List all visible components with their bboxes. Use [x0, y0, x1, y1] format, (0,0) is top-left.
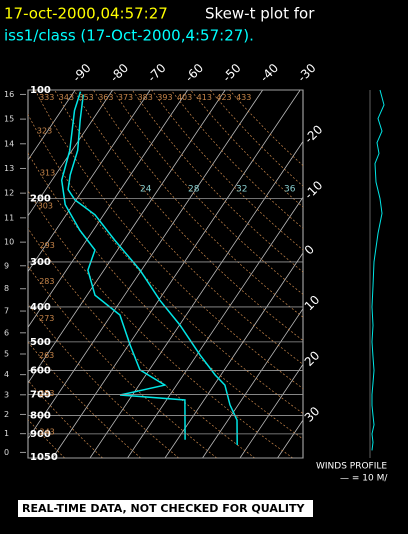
- height-label: 4: [4, 370, 9, 379]
- dry-adiabat: [132, 90, 303, 273]
- theta-label: 353: [78, 93, 93, 102]
- height-label: 9: [4, 261, 9, 270]
- pressure-label: 100: [30, 85, 51, 96]
- isotherm: [202, 307, 303, 458]
- isotherm: [127, 196, 303, 458]
- theta-label: 303: [38, 202, 53, 211]
- pressure-label: 600: [30, 365, 51, 376]
- isotherm: [28, 90, 151, 273]
- theta-label: 293: [40, 241, 55, 250]
- theta-label: 433: [236, 93, 251, 102]
- pressure-label: 800: [30, 410, 51, 421]
- isotherm: [28, 90, 113, 217]
- height-label: 3: [4, 390, 9, 399]
- pressure-label: 200: [30, 193, 51, 204]
- isotherm: [28, 90, 76, 161]
- theta-label: 243: [40, 428, 55, 437]
- title-text: Skew-t plot for: [205, 5, 315, 23]
- theta-label: 283: [39, 277, 54, 286]
- height-label: 15: [4, 115, 14, 124]
- theta-label: 363: [98, 93, 113, 102]
- moist-label: 28: [188, 185, 200, 195]
- isotherm: [28, 90, 263, 440]
- subtitle: iss1/class (17-Oct-2000,4:57:27).: [4, 27, 254, 45]
- dry-adiabat: [112, 90, 303, 295]
- dry-adiabat: [28, 303, 180, 458]
- pressure-label: 900: [30, 429, 51, 440]
- dry-adiabat: [73, 90, 303, 341]
- pressure-label: 400: [30, 302, 51, 313]
- theta-label: 273: [39, 314, 54, 323]
- profile-line: [67, 94, 238, 446]
- dry-adiabat: [34, 90, 303, 390]
- theta-label: 263: [39, 351, 54, 360]
- isotherm: [52, 90, 301, 458]
- theta-label: 393: [157, 93, 172, 102]
- height-label: 1: [4, 429, 9, 438]
- theta-label: 253: [39, 389, 54, 398]
- footer: REAL-TIME DATA, NOT CHECKED FOR QUALITY: [22, 502, 305, 515]
- height-label: 2: [4, 410, 9, 419]
- theta-label: 333: [39, 93, 54, 102]
- isotherm: [239, 363, 303, 458]
- theta-label: 413: [197, 93, 212, 102]
- height-label: 14: [4, 139, 14, 148]
- theta-label: 403: [177, 93, 192, 102]
- height-label: 13: [4, 164, 14, 173]
- pressure-label: 500: [30, 337, 51, 348]
- pressure-label: 700: [30, 390, 51, 401]
- pressure-label: 300: [30, 257, 51, 268]
- height-label: 7: [4, 307, 9, 316]
- wind-profile: [371, 89, 385, 451]
- theta-label: 343: [59, 93, 74, 102]
- theta-label: 423: [216, 93, 231, 102]
- height-label: 8: [4, 284, 9, 293]
- isotherm: [89, 140, 303, 458]
- isotherm: [28, 90, 226, 384]
- footer-box: [18, 500, 313, 517]
- profile-line: [60, 91, 186, 440]
- pressure-label: 1050: [30, 452, 58, 463]
- height-label: 6: [4, 328, 9, 337]
- dry-adiabat: [28, 227, 256, 458]
- isotherm: [28, 90, 188, 328]
- theta-label: 313: [40, 169, 55, 178]
- dry-adiabat: [28, 113, 303, 414]
- moist-label: 32: [236, 185, 247, 195]
- dry-adiabat: [28, 379, 104, 458]
- wind-title: WINDS PROFILE: [316, 462, 387, 472]
- theta-label: 373: [118, 93, 133, 102]
- height-label: 0: [4, 448, 9, 457]
- moist-label: 36: [284, 185, 296, 195]
- dry-adiabat: [28, 341, 142, 458]
- moist-label: 24: [140, 185, 152, 195]
- dry-adiabat: [28, 190, 294, 458]
- theta-label: 323: [37, 127, 52, 136]
- plot-area: [28, 90, 303, 458]
- isotherm: [164, 252, 303, 458]
- height-label: 11: [4, 213, 14, 222]
- theta-label: 383: [138, 93, 153, 102]
- height-label: 12: [4, 189, 14, 198]
- height-label: 10: [4, 238, 14, 247]
- height-label: 16: [4, 90, 14, 99]
- wind-scale: — = 10 M/: [340, 474, 388, 484]
- height-label: 5: [4, 349, 9, 358]
- title-time: 17-oct-2000,04:57:27: [4, 5, 168, 23]
